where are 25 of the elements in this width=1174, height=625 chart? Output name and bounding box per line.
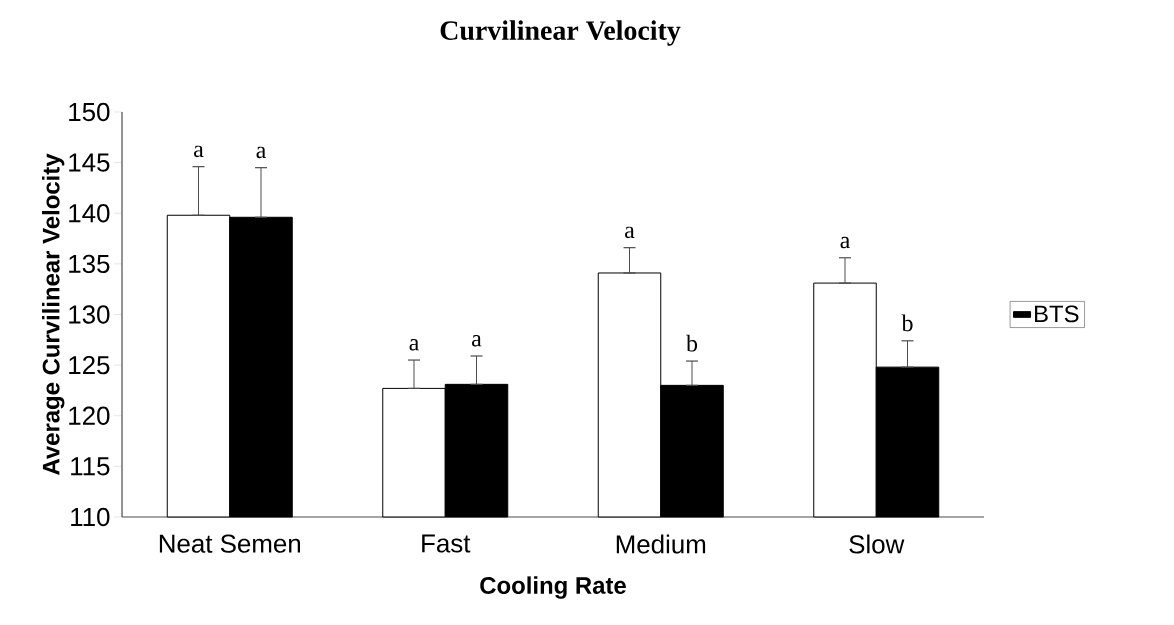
x-tick-label: Fast — [422, 534, 471, 553]
y-tick-label: 145 — [69, 153, 110, 172]
data-label: b — [686, 334, 698, 352]
y-tick-label: 130 — [69, 305, 110, 324]
data-label: a — [256, 146, 266, 159]
x-tick-label: Slow — [849, 534, 905, 554]
y-tick-label: 120 — [69, 406, 110, 425]
data-label: a — [472, 335, 482, 347]
x-tick-label: Neat Semen — [159, 534, 301, 553]
chart-title: Curvilinear Velocity — [440, 20, 681, 46]
y-tick-label: 150 — [69, 102, 110, 122]
data-label: a — [194, 145, 204, 158]
data-label: a — [840, 236, 850, 249]
x-tick-label: Medium — [616, 534, 706, 554]
y-tick-label: 115 — [71, 457, 110, 476]
x-axis-title: Cooling Rate — [480, 576, 626, 599]
data-label: b — [901, 314, 913, 332]
data-label: a — [625, 226, 635, 239]
y-tick-label: 110 — [71, 507, 110, 527]
y-tick-label: 135 — [69, 254, 110, 274]
data-label: a — [409, 339, 419, 351]
y-tick-label: 140 — [69, 204, 110, 223]
y-tick-label: 125 — [69, 355, 110, 375]
y-axis-title: Average Curvilinear Velocity — [42, 153, 65, 475]
legend-label: BTS — [1035, 305, 1079, 323]
